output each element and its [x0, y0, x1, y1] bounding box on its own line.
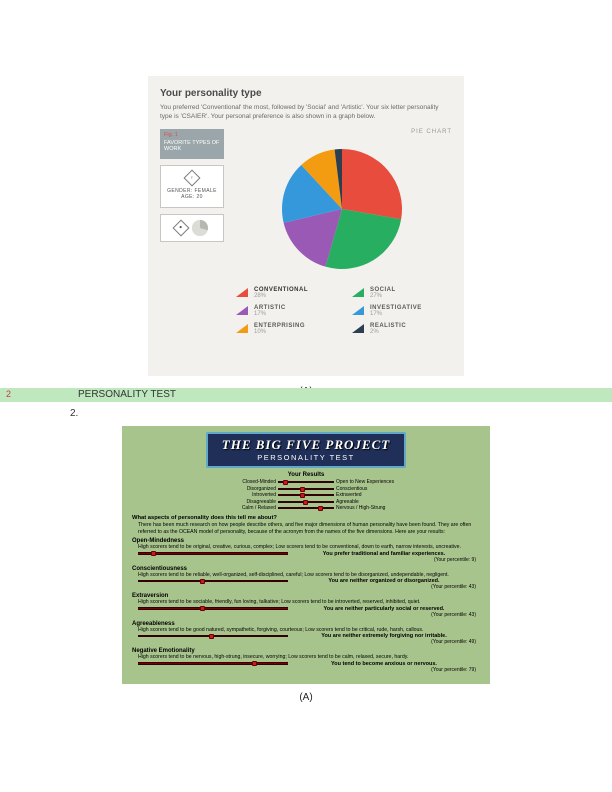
- pie-chart-label: PIE CHART: [411, 129, 452, 135]
- results-scale-row: Introverted Extraverted: [132, 492, 480, 498]
- page-number: 2: [6, 389, 11, 399]
- scale-right-label: Nervous / High-Strung: [336, 505, 416, 511]
- results-scale-row: Disagreeable Agreeable: [132, 499, 480, 505]
- legend-item: INVESTIGATIVE 17%: [352, 305, 448, 317]
- page-header-bar: 2 PERSONALITY TEST: [0, 388, 612, 402]
- trait-bar: [138, 607, 288, 610]
- trait-block: Agreeableness High scorers tend to be go…: [132, 621, 480, 646]
- scale-bar: [278, 507, 334, 509]
- legend-triangle-icon: [352, 306, 364, 315]
- fig2-content: Your Results Closed-Minded Open to New E…: [122, 472, 490, 673]
- trait-block: Conscientiousness High scorers tend to b…: [132, 566, 480, 591]
- legend-value: 27%: [370, 293, 396, 299]
- trait-block: Extraversion High scorers tend to be soc…: [132, 593, 480, 618]
- scale-left-label: Disagreeable: [196, 499, 276, 505]
- trait-bar: [138, 580, 288, 583]
- scale-right-label: Conscientious: [336, 486, 416, 492]
- legend-item: SOCIAL 27%: [352, 287, 448, 299]
- scale-marker: [300, 493, 305, 498]
- scale-bar: [278, 494, 334, 496]
- favorite-types-box: Fig. 1 FAVORITE TYPES OF WORK: [160, 129, 224, 159]
- fig1-intro: You preferred 'Conventional' the most, f…: [160, 103, 452, 121]
- legend-value: 17%: [370, 311, 422, 317]
- trait-percentile: (Your percentile: 43): [132, 584, 476, 590]
- mini-pie-icon: [191, 219, 209, 237]
- banner-title: THE BIG FIVE PROJECT: [212, 437, 400, 453]
- pie-chart: [267, 134, 417, 284]
- gender-age-box: ♀ GENDER: FEMALE AGE: 20: [160, 165, 224, 208]
- personality-type-card: Your personality type You preferred 'Con…: [148, 76, 464, 376]
- legend-triangle-icon: [352, 288, 364, 297]
- favorite-label: FAVORITE TYPES OF WORK: [164, 140, 219, 153]
- fig2-intro: There has been much research on how peop…: [138, 522, 474, 535]
- scale-marker: [318, 506, 323, 511]
- trait-block: Negative Emotionality High scorers tend …: [132, 648, 480, 673]
- legend-value: 28%: [254, 293, 308, 299]
- scale-marker: [283, 480, 288, 485]
- scale-right-label: Open to New Experiences: [336, 479, 416, 485]
- results-scale-row: Calm / Relaxed Nervous / High-Strung: [132, 505, 480, 511]
- fig1-main: PIE CHART CONVENTIONAL 28% SOCIAL 27% AR…: [232, 129, 452, 335]
- scale-bar: [278, 481, 334, 483]
- mini-info-box: ●: [160, 214, 224, 242]
- legend-triangle-icon: [236, 288, 248, 297]
- gender-icon: ♀: [184, 169, 201, 186]
- trait-bar: [138, 635, 288, 638]
- trait-marker: [200, 606, 205, 611]
- scale-marker: [303, 500, 308, 505]
- scale-left-label: Closed-Minded: [196, 479, 276, 485]
- scale-marker: [300, 487, 305, 492]
- trait-marker: [151, 551, 156, 556]
- figure-number: Fig. 1: [164, 132, 220, 139]
- page-title: PERSONALITY TEST: [78, 389, 176, 400]
- legend-item: CONVENTIONAL 28%: [236, 287, 332, 299]
- legend-value: 2%: [370, 329, 406, 335]
- big-five-banner: THE BIG FIVE PROJECT PERSONALITY TEST: [206, 432, 406, 468]
- trait-marker: [209, 634, 214, 639]
- trait-bar: [138, 662, 288, 665]
- big-five-card: 5 THE BIG FIVE PROJECT PERSONALITY TEST …: [122, 426, 490, 684]
- scale-right-label: Extraverted: [336, 492, 416, 498]
- trait-percentile: (Your percentile: 49): [132, 639, 476, 645]
- trait-verdict: You tend to become anxious or nervous.: [288, 661, 480, 667]
- scale-right-label: Agreeable: [336, 499, 416, 505]
- legend-item: ENTERPRISING 10%: [236, 323, 332, 335]
- trait-marker: [252, 661, 257, 666]
- results-scale-row: Closed-Minded Open to New Experiences: [132, 479, 480, 485]
- trait-percentile: (Your percentile: 43): [132, 612, 476, 618]
- mini-diamond-icon: ●: [173, 219, 190, 236]
- scale-left-label: Introverted: [196, 492, 276, 498]
- fig1-heading: Your personality type: [160, 88, 452, 99]
- scale-bar: [278, 501, 334, 503]
- trait-block: Open-Mindedness High scorers tend to be …: [132, 538, 480, 563]
- trait-percentile: (Your percentile: 9): [132, 557, 476, 563]
- legend-value: 10%: [254, 329, 305, 335]
- banner-subtitle: PERSONALITY TEST: [212, 453, 400, 462]
- fig1-body: Fig. 1 FAVORITE TYPES OF WORK ♀ GENDER: …: [160, 129, 452, 335]
- fig2-question: What aspects of personality does this te…: [132, 515, 480, 521]
- trait-verdict: You are neither particularly social or r…: [288, 606, 480, 612]
- results-scale-row: Disorganized Conscientious: [132, 486, 480, 492]
- legend-value: 17%: [254, 311, 286, 317]
- scale-left-label: Disorganized: [196, 486, 276, 492]
- pie-slice: [342, 149, 402, 219]
- pie-legend: CONVENTIONAL 28% SOCIAL 27% ARTISTIC 17%…: [232, 287, 452, 335]
- fig1-sidebar: Fig. 1 FAVORITE TYPES OF WORK ♀ GENDER: …: [160, 129, 224, 335]
- legend-triangle-icon: [236, 324, 248, 333]
- legend-triangle-icon: [236, 306, 248, 315]
- trait-marker: [200, 579, 205, 584]
- your-results-heading: Your Results: [132, 472, 480, 478]
- legend-item: REALISTIC 2%: [352, 323, 448, 335]
- scale-bar: [278, 488, 334, 490]
- list-marker: 2.: [70, 408, 78, 419]
- trait-percentile: (Your percentile: 79): [132, 667, 476, 673]
- legend-triangle-icon: [352, 324, 364, 333]
- fig2-caption: (A): [0, 692, 612, 703]
- scale-left-label: Calm / Relaxed: [196, 505, 276, 511]
- age-label: AGE: 20: [164, 194, 220, 201]
- trait-bar: [138, 552, 288, 555]
- trait-verdict: You prefer traditional and familiar expe…: [288, 551, 480, 557]
- legend-item: ARTISTIC 17%: [236, 305, 332, 317]
